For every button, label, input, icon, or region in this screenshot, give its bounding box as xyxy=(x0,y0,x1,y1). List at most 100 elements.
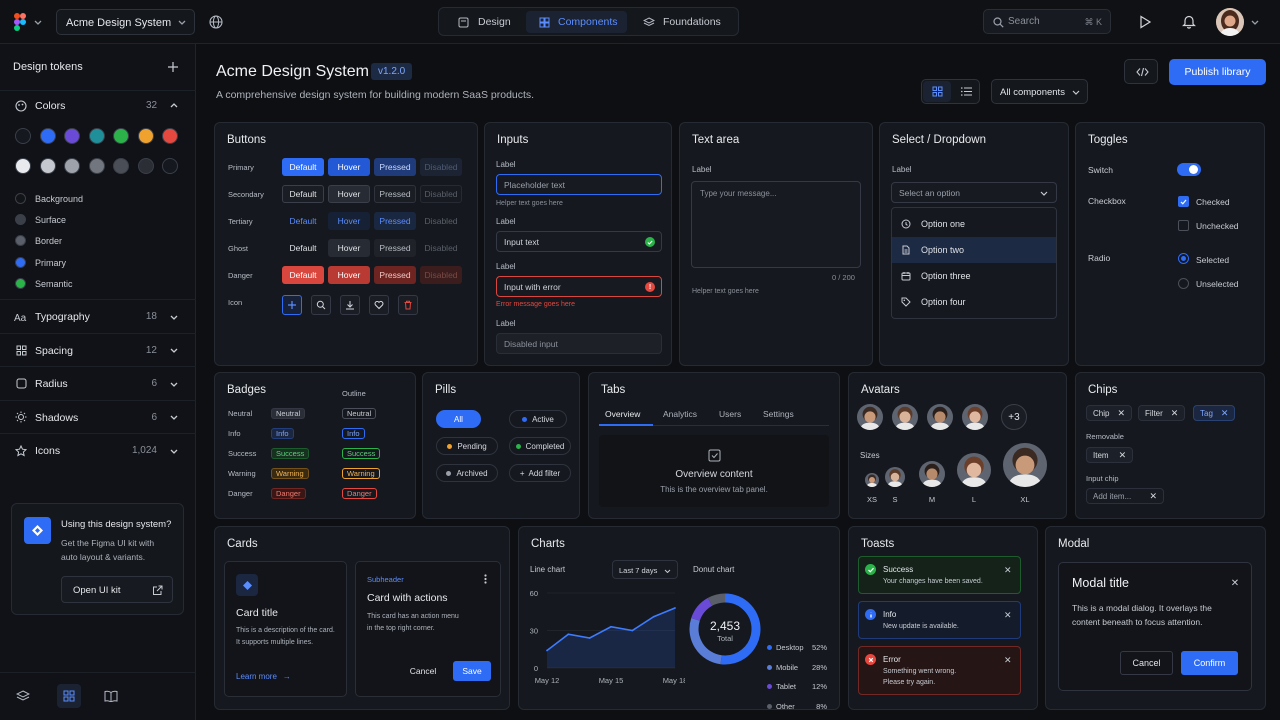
sidebar-item-typography[interactable]: Aa Typography 18 xyxy=(0,299,196,332)
primary-pressed-button[interactable]: Pressed xyxy=(374,158,416,176)
color-swatch[interactable] xyxy=(137,158,154,174)
select-option[interactable]: Option three xyxy=(892,263,1056,289)
sidebar-item-icons[interactable]: Icons 1,024 xyxy=(0,433,196,466)
checkbox-unchecked[interactable] xyxy=(1178,220,1189,231)
select-option[interactable]: Option one xyxy=(892,211,1056,237)
save-button[interactable]: Save xyxy=(453,661,491,681)
add-filter-button[interactable]: + Add filter xyxy=(509,464,571,482)
tertiary-hover-button[interactable]: Hover xyxy=(328,212,370,230)
secondary-default-button[interactable]: Default xyxy=(282,185,324,203)
search-button[interactable] xyxy=(311,295,331,315)
more-vertical-icon[interactable] xyxy=(480,573,490,585)
close-icon[interactable]: ✕ xyxy=(1170,407,1179,418)
download-button[interactable] xyxy=(340,295,360,315)
tab-foundations[interactable]: Foundations xyxy=(631,11,733,33)
color-swatch[interactable] xyxy=(162,128,178,144)
globe-icon[interactable] xyxy=(208,14,224,30)
user-avatar[interactable] xyxy=(1216,8,1244,36)
tertiary-default-button[interactable]: Default xyxy=(282,212,324,230)
bell-icon[interactable] xyxy=(1180,12,1198,30)
color-swatch[interactable] xyxy=(64,128,80,144)
chip-tag[interactable]: Tag ✕ xyxy=(1193,405,1236,421)
color-group-item[interactable]: Surface xyxy=(0,210,196,230)
color-swatch[interactable] xyxy=(137,128,154,144)
close-icon[interactable]: ✕ xyxy=(1117,407,1125,418)
primary-hover-button[interactable]: Hover xyxy=(328,158,370,176)
close-icon[interactable]: ✕ xyxy=(1004,610,1012,620)
input-chip[interactable]: Add item... ✕ xyxy=(1086,488,1164,504)
color-group-item[interactable]: Semantic xyxy=(0,274,196,294)
color-swatch[interactable] xyxy=(15,128,31,144)
color-swatch[interactable] xyxy=(64,158,80,174)
pill-completed[interactable]: Completed xyxy=(509,437,571,455)
secondary-pressed-button[interactable]: Pressed xyxy=(374,185,416,203)
grid-view-icon[interactable] xyxy=(923,81,951,102)
select-option[interactable]: Option two xyxy=(892,237,1056,263)
book-icon[interactable] xyxy=(103,688,119,704)
open-ui-kit-button[interactable]: Open UI kit xyxy=(61,576,173,603)
avatar-s[interactable] xyxy=(885,467,905,487)
tab-components[interactable]: Components xyxy=(526,11,627,33)
date-range-select[interactable]: Last 7 days xyxy=(612,560,678,579)
ghost-hover-button[interactable]: Hover xyxy=(328,239,370,257)
close-icon[interactable]: ✕ xyxy=(1220,407,1229,418)
code-view-button[interactable] xyxy=(1124,59,1158,84)
error-input[interactable]: Input with error ! xyxy=(496,276,662,297)
tab-overview[interactable]: Overview xyxy=(605,409,641,419)
chip[interactable]: Chip ✕ xyxy=(1086,405,1132,421)
focused-input[interactable]: Placeholder text xyxy=(496,174,662,195)
modal-confirm-button[interactable]: Confirm xyxy=(1181,651,1238,675)
pill-archived[interactable]: Archived xyxy=(436,464,498,482)
chevron-down-icon[interactable] xyxy=(32,16,44,28)
message-textarea[interactable]: Type your message... xyxy=(691,181,861,268)
checkbox-checked[interactable] xyxy=(1178,196,1189,207)
layers-icon[interactable] xyxy=(15,688,31,704)
avatar[interactable] xyxy=(857,404,883,430)
trash-button[interactable] xyxy=(398,295,418,315)
radio-unselected[interactable] xyxy=(1178,278,1189,289)
sidebar-item-radius[interactable]: Radius 6 xyxy=(0,366,196,399)
components-grid-icon[interactable] xyxy=(57,684,81,708)
radio-selected[interactable] xyxy=(1178,253,1189,264)
tab-users[interactable]: Users xyxy=(719,409,742,419)
color-group-item[interactable]: Border xyxy=(0,231,196,251)
chevron-down-icon[interactable] xyxy=(1250,17,1260,27)
figma-logo-icon[interactable] xyxy=(12,13,28,31)
modal-cancel-button[interactable]: Cancel xyxy=(1120,651,1173,675)
plus-button[interactable] xyxy=(282,295,302,315)
chip-item[interactable]: Item ✕ xyxy=(1086,447,1134,463)
danger-hover-button[interactable]: Hover xyxy=(328,266,370,284)
close-icon[interactable]: ✕ xyxy=(1230,577,1240,589)
color-swatch[interactable] xyxy=(88,128,105,144)
more-avatars[interactable]: +3 xyxy=(1001,404,1027,430)
danger-pressed-button[interactable]: Pressed xyxy=(374,266,416,284)
sidebar-item-spacing[interactable]: Spacing 12 xyxy=(0,332,196,366)
avatar-m[interactable] xyxy=(919,461,945,487)
danger-default-button[interactable]: Default xyxy=(282,266,324,284)
chip-filter[interactable]: Filter ✕ xyxy=(1138,405,1186,421)
color-swatch[interactable] xyxy=(162,158,178,174)
avatar-xl[interactable] xyxy=(1003,443,1047,487)
sidebar-item-colors[interactable]: Colors 32 xyxy=(0,90,196,118)
avatar[interactable] xyxy=(927,404,953,430)
project-select[interactable]: Acme Design System xyxy=(56,9,195,35)
color-swatch[interactable] xyxy=(39,128,56,144)
select-option[interactable]: Option four xyxy=(892,289,1056,315)
avatar[interactable] xyxy=(892,404,918,430)
color-swatch[interactable] xyxy=(39,158,56,174)
pill-all[interactable]: All xyxy=(436,410,481,428)
heart-button[interactable] xyxy=(369,295,389,315)
publish-library-button[interactable]: Publish library xyxy=(1169,59,1266,85)
option-select[interactable]: Select an option xyxy=(891,182,1057,203)
color-swatch[interactable] xyxy=(113,158,129,174)
switch-toggle[interactable] xyxy=(1177,163,1201,176)
search-input[interactable]: Search ⌘ K xyxy=(983,9,1111,34)
learn-more-link[interactable]: Learn more → xyxy=(236,672,291,681)
close-icon[interactable]: ✕ xyxy=(1118,449,1127,460)
primary-default-button[interactable]: Default xyxy=(282,158,324,176)
close-icon[interactable]: ✕ xyxy=(1149,490,1157,501)
avatar-xs[interactable] xyxy=(865,473,879,487)
play-icon[interactable] xyxy=(1136,13,1154,31)
secondary-hover-button[interactable]: Hover xyxy=(328,185,370,203)
valid-input[interactable]: Input text xyxy=(496,231,662,252)
